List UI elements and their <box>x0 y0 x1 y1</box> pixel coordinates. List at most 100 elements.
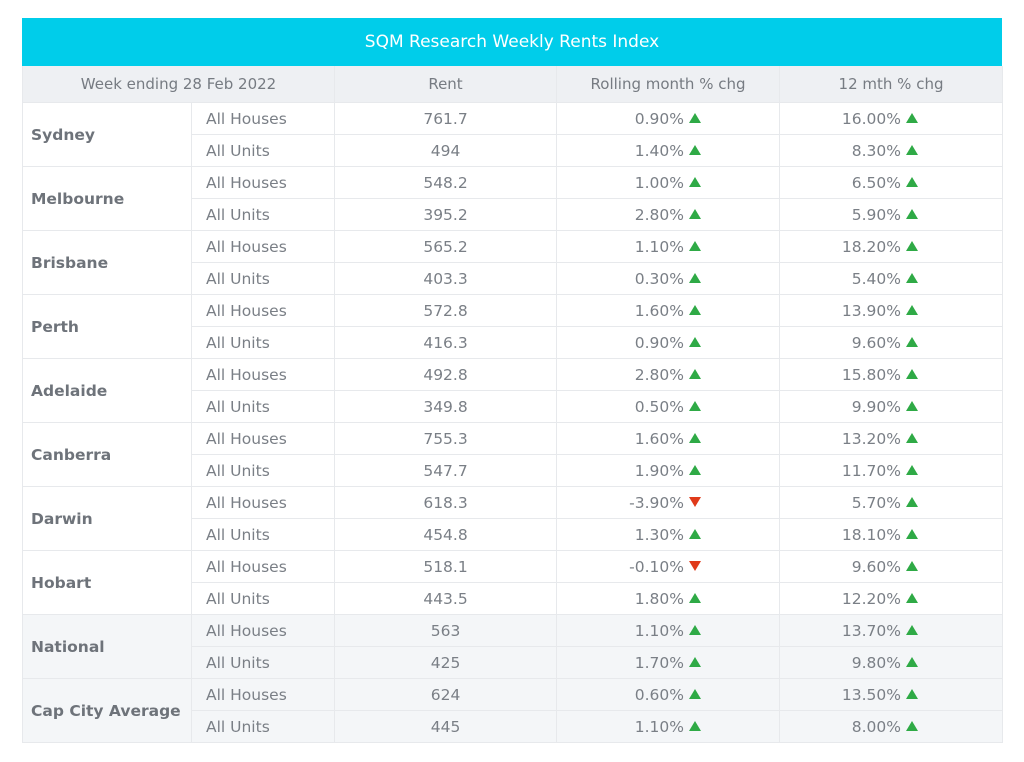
twelve-month-change-value: 18.10% <box>841 525 902 544</box>
twelve-month-change-value: 11.70% <box>841 461 902 480</box>
city-label: Sydney <box>22 102 192 167</box>
triangle-up-icon <box>689 113 702 123</box>
twelve-month-change-value: 6.50% <box>851 173 902 192</box>
city-label: Cap City Average <box>22 678 192 743</box>
rent-value: 445 <box>334 710 558 743</box>
triangle-up-icon <box>906 561 919 571</box>
table-row: All Units 547.7 1.90% 11.70% <box>23 454 1004 487</box>
twelve-month-change-value: 8.00% <box>851 717 902 736</box>
twelve-month-change-cell: 11.70% <box>779 454 1004 487</box>
rent-value: 395.2 <box>334 198 558 231</box>
twelve-month-change-value: 8.30% <box>851 141 902 160</box>
triangle-up-icon <box>689 657 702 667</box>
triangle-up-icon <box>689 401 702 411</box>
table-row: All Units 395.2 2.80% 5.90% <box>23 198 1004 231</box>
twelve-month-change-value: 5.70% <box>851 493 902 512</box>
dwelling-type: All Houses <box>190 486 336 519</box>
triangle-up-icon <box>689 433 702 443</box>
table-row: Brisbane All Houses 565.2 1.10% 18.20% <box>22 230 1004 295</box>
dwelling-type: All Units <box>190 518 336 551</box>
twelve-month-change-cell: 8.00% <box>779 710 1004 743</box>
twelve-month-change-value: 16.00% <box>841 109 902 128</box>
rolling-month-change-value: 1.80% <box>634 589 685 608</box>
rolling-month-change-value: -3.90% <box>629 493 685 512</box>
table-row: Canberra All Houses 755.3 1.60% 13.20% <box>22 422 1004 487</box>
rolling-month-change-cell: 0.30% <box>556 262 781 295</box>
rolling-month-change-value: 0.90% <box>634 333 685 352</box>
twelve-month-change-value: 13.70% <box>841 621 902 640</box>
header-rent: Rent <box>334 66 558 103</box>
twelve-month-change-value: 13.20% <box>841 429 902 448</box>
triangle-up-icon <box>906 273 919 283</box>
rolling-month-change-cell: 1.90% <box>556 454 781 487</box>
rent-value: 403.3 <box>334 262 558 295</box>
twelve-month-change-cell: 13.70% <box>779 614 1004 647</box>
rolling-month-change-cell: 1.80% <box>556 582 781 615</box>
twelve-month-change-cell: 9.90% <box>779 390 1004 423</box>
table-row: All Units 443.5 1.80% 12.20% <box>23 582 1004 615</box>
rent-value: 518.1 <box>334 550 558 583</box>
rolling-month-change-cell: 1.70% <box>556 646 781 679</box>
dwelling-type: All Units <box>190 710 336 743</box>
rolling-month-change-value: 1.90% <box>634 461 685 480</box>
city-label: Melbourne <box>22 166 192 231</box>
rolling-month-change-cell: 0.60% <box>556 678 781 711</box>
dwelling-type: All Units <box>190 198 336 231</box>
twelve-month-change-cell: 18.10% <box>779 518 1004 551</box>
triangle-down-icon <box>689 497 702 507</box>
dwelling-type: All Units <box>190 454 336 487</box>
city-label: Darwin <box>22 486 192 551</box>
dwelling-type: All Units <box>190 582 336 615</box>
triangle-up-icon <box>906 625 919 635</box>
rent-value: 755.3 <box>334 422 558 455</box>
triangle-up-icon <box>906 657 919 667</box>
rolling-month-change-value: 1.10% <box>634 717 685 736</box>
triangle-up-icon <box>689 369 702 379</box>
twelve-month-change-value: 9.60% <box>851 557 902 576</box>
header-12-month: 12 mth % chg <box>779 66 1004 103</box>
twelve-month-change-cell: 6.50% <box>779 166 1004 199</box>
triangle-up-icon <box>906 689 919 699</box>
table-row: Darwin All Houses 618.3 -3.90% 5.70% <box>22 486 1004 551</box>
dwelling-type: All Houses <box>190 614 336 647</box>
rolling-month-change-value: -0.10% <box>629 557 685 576</box>
triangle-up-icon <box>689 337 702 347</box>
table-row: Cap City Average All Houses 624 0.60% 13.50% <box>22 678 1004 743</box>
triangle-up-icon <box>906 401 919 411</box>
rolling-month-change-value: 0.30% <box>634 269 685 288</box>
dwelling-type: All Units <box>190 134 336 167</box>
table-row: Hobart All Houses 518.1 -0.10% 9.60% <box>22 550 1004 615</box>
triangle-up-icon <box>689 273 702 283</box>
table-row: All Units 416.3 0.90% 9.60% <box>23 326 1004 359</box>
rolling-month-change-value: 1.60% <box>634 429 685 448</box>
twelve-month-change-cell: 18.20% <box>779 230 1004 263</box>
rent-value: 624 <box>334 678 558 711</box>
twelve-month-change-cell: 5.90% <box>779 198 1004 231</box>
rolling-month-change-value: 1.30% <box>634 525 685 544</box>
triangle-up-icon <box>689 241 702 251</box>
rent-value: 349.8 <box>334 390 558 423</box>
twelve-month-change-cell: 15.80% <box>779 358 1004 391</box>
rolling-month-change-value: 0.60% <box>634 685 685 704</box>
rolling-month-change-cell: 1.60% <box>556 422 781 455</box>
dwelling-type: All Houses <box>190 678 336 711</box>
rent-value: 548.2 <box>334 166 558 199</box>
rolling-month-change-cell: 1.30% <box>556 518 781 551</box>
rolling-month-change-cell: 2.80% <box>556 198 781 231</box>
rent-value: 454.8 <box>334 518 558 551</box>
triangle-up-icon <box>906 369 919 379</box>
triangle-up-icon <box>906 465 919 475</box>
triangle-up-icon <box>906 721 919 731</box>
triangle-up-icon <box>689 305 702 315</box>
rolling-month-change-cell: 1.40% <box>556 134 781 167</box>
twelve-month-change-value: 18.20% <box>841 237 902 256</box>
rent-value: 563 <box>334 614 558 647</box>
rent-value: 443.5 <box>334 582 558 615</box>
table-row: All Units 425 1.70% 9.80% <box>23 646 1004 679</box>
triangle-up-icon <box>906 337 919 347</box>
city-label: Canberra <box>22 422 192 487</box>
rolling-month-change-value: 0.90% <box>634 109 685 128</box>
table-row: Adelaide All Houses 492.8 2.80% 15.80% <box>22 358 1004 423</box>
triangle-up-icon <box>906 593 919 603</box>
rolling-month-change-value: 0.50% <box>634 397 685 416</box>
